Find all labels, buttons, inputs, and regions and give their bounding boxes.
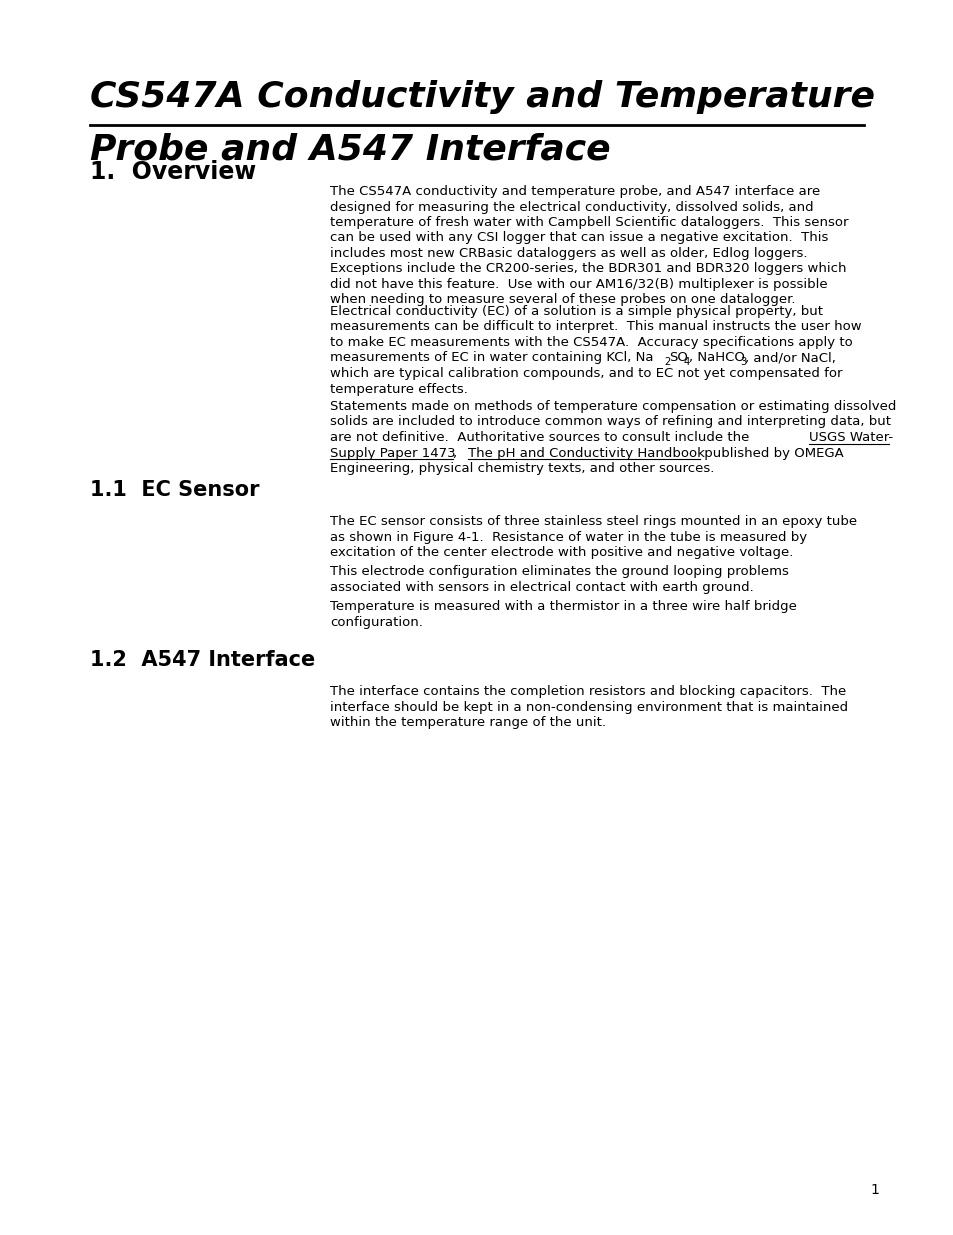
Text: SO: SO (669, 352, 687, 364)
Text: configuration.: configuration. (330, 615, 422, 629)
Text: This electrode configuration eliminates the ground looping problems: This electrode configuration eliminates … (330, 564, 788, 578)
Text: CS547A Conductivity and Temperature: CS547A Conductivity and Temperature (90, 80, 874, 114)
Text: when needing to measure several of these probes on one datalogger.: when needing to measure several of these… (330, 294, 795, 306)
Text: 2: 2 (663, 357, 669, 367)
Text: Temperature is measured with a thermistor in a three wire half bridge: Temperature is measured with a thermisto… (330, 600, 796, 613)
Text: temperature effects.: temperature effects. (330, 383, 467, 395)
Text: , NaHCO: , NaHCO (688, 352, 744, 364)
Text: temperature of fresh water with Campbell Scientific dataloggers.  This sensor: temperature of fresh water with Campbell… (330, 216, 847, 228)
Text: The pH and Conductivity Handbook: The pH and Conductivity Handbook (467, 447, 704, 459)
Text: interface should be kept in a non-condensing environment that is maintained: interface should be kept in a non-conden… (330, 700, 847, 714)
Text: measurements can be difficult to interpret.  This manual instructs the user how: measurements can be difficult to interpr… (330, 321, 861, 333)
Text: can be used with any CSI logger that can issue a negative excitation.  This: can be used with any CSI logger that can… (330, 231, 827, 245)
Text: Electrical conductivity (EC) of a solution is a simple physical property, but: Electrical conductivity (EC) of a soluti… (330, 305, 822, 317)
Text: are not definitive.  Authoritative sources to consult include the: are not definitive. Authoritative source… (330, 431, 753, 445)
Text: Statements made on methods of temperature compensation or estimating dissolved: Statements made on methods of temperatur… (330, 400, 896, 412)
Text: USGS Water-: USGS Water- (808, 431, 892, 445)
Text: Exceptions include the CR200-series, the BDR301 and BDR320 loggers which: Exceptions include the CR200-series, the… (330, 263, 845, 275)
Text: to make EC measurements with the CS547A.  Accuracy specifications apply to: to make EC measurements with the CS547A.… (330, 336, 852, 350)
Text: The interface contains the completion resistors and blocking capacitors.  The: The interface contains the completion re… (330, 685, 845, 698)
Text: published by OMEGA: published by OMEGA (700, 447, 843, 459)
Text: associated with sensors in electrical contact with earth ground.: associated with sensors in electrical co… (330, 580, 753, 594)
Text: 1.  Overview: 1. Overview (90, 161, 256, 184)
Text: Engineering, physical chemistry texts, and other sources.: Engineering, physical chemistry texts, a… (330, 462, 714, 475)
Text: 1.1  EC Sensor: 1.1 EC Sensor (90, 480, 259, 500)
Text: did not have this feature.  Use with our AM16/32(B) multiplexer is possible: did not have this feature. Use with our … (330, 278, 827, 291)
Text: The EC sensor consists of three stainless steel rings mounted in an epoxy tube: The EC sensor consists of three stainles… (330, 515, 856, 529)
Text: Probe and A547 Interface: Probe and A547 Interface (90, 132, 610, 165)
Text: includes most new CRBasic dataloggers as well as older, Edlog loggers.: includes most new CRBasic dataloggers as… (330, 247, 806, 261)
Text: ,: , (453, 447, 461, 459)
Text: 3: 3 (740, 357, 745, 367)
Text: , and/or NaCl,: , and/or NaCl, (744, 352, 836, 364)
Text: as shown in Figure 4-1.  Resistance of water in the tube is measured by: as shown in Figure 4-1. Resistance of wa… (330, 531, 806, 543)
Text: excitation of the center electrode with positive and negative voltage.: excitation of the center electrode with … (330, 546, 793, 559)
Text: which are typical calibration compounds, and to EC not yet compensated for: which are typical calibration compounds,… (330, 367, 841, 380)
Text: within the temperature range of the unit.: within the temperature range of the unit… (330, 716, 605, 729)
Text: 1: 1 (869, 1183, 878, 1197)
Text: 1.2  A547 Interface: 1.2 A547 Interface (90, 650, 314, 671)
Text: The CS547A conductivity and temperature probe, and A547 interface are: The CS547A conductivity and temperature … (330, 185, 820, 198)
Text: solids are included to introduce common ways of refining and interpreting data, : solids are included to introduce common … (330, 415, 890, 429)
Text: designed for measuring the electrical conductivity, dissolved solids, and: designed for measuring the electrical co… (330, 200, 813, 214)
Text: 4: 4 (683, 357, 689, 367)
Text: Supply Paper 1473: Supply Paper 1473 (330, 447, 456, 459)
Text: measurements of EC in water containing KCl, Na: measurements of EC in water containing K… (330, 352, 653, 364)
